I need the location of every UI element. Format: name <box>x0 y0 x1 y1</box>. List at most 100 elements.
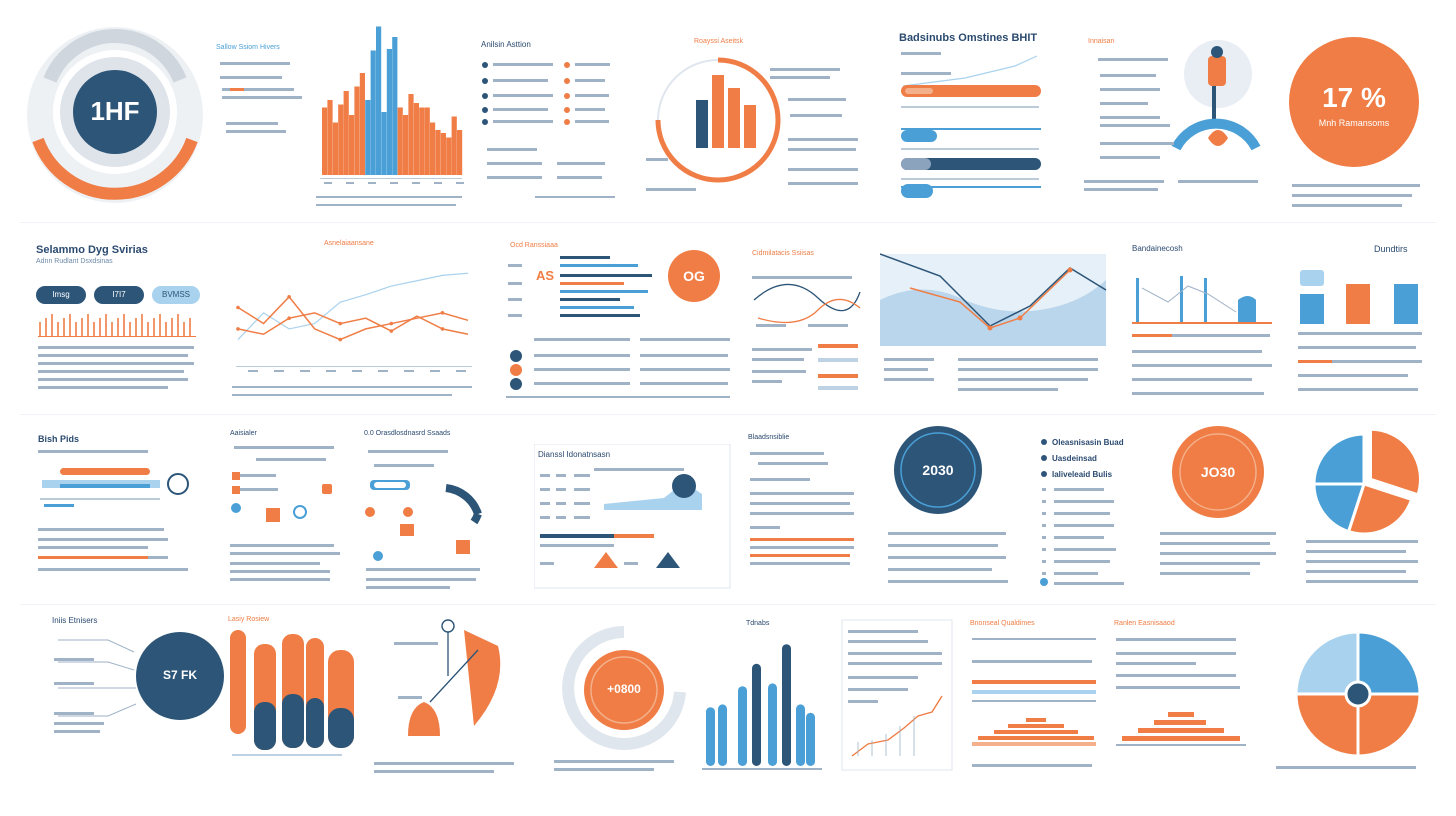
pie-panel <box>1302 414 1428 604</box>
data-point <box>287 316 291 320</box>
caption-line <box>316 196 462 198</box>
line-chart-panel: Asnelaiaansane <box>228 236 480 408</box>
bar <box>343 91 349 175</box>
text-list-panel: Sallow Ssiom Hivers <box>212 30 312 210</box>
tick-label <box>274 370 284 372</box>
series-line <box>237 295 469 341</box>
area-chart-panel <box>880 240 1108 408</box>
bar <box>408 94 414 175</box>
panel-heading: Bnonseal Qualdimes <box>970 620 1035 627</box>
pie-center <box>1344 680 1372 708</box>
quadrant-pie-panel <box>1270 606 1430 778</box>
badge-label: JO30 <box>1200 464 1236 480</box>
bar <box>435 130 441 175</box>
pie-slice <box>1294 630 1360 696</box>
tick-label <box>434 182 442 184</box>
caption-line <box>232 386 472 388</box>
panel-heading: Anilsin Asttion <box>481 40 531 49</box>
thin-bars-panel: Bandainecosh <box>1128 238 1276 408</box>
percentage-panel: 17 % Mnh Ramansoms <box>1282 32 1432 214</box>
gauge-panel: 0.0 Orasdlosdnasrd Ssaads <box>360 428 500 604</box>
tick-label <box>352 370 362 372</box>
pill: Imsg <box>36 286 86 304</box>
bar <box>338 104 344 175</box>
badge-label: S7 FK <box>162 668 197 682</box>
bar <box>359 73 365 175</box>
data-point <box>389 321 394 326</box>
tick-label <box>300 370 310 372</box>
panel-heading: Aaisialer <box>230 430 257 437</box>
bar <box>397 107 403 175</box>
bar <box>738 686 747 766</box>
axis-line <box>320 178 462 179</box>
curve-panel: Cidmilatacis Ssiisas <box>748 240 868 408</box>
tick-label <box>404 370 414 372</box>
table-panel: Dianssl Idonatnsasn <box>534 444 732 590</box>
panel-heading: Badsinubs Omstines BHIT <box>899 32 1038 44</box>
data-point <box>236 305 240 310</box>
caption-line <box>1306 570 1406 573</box>
progress-panel: Bish Pids <box>30 428 198 604</box>
tick-label <box>248 370 258 372</box>
panel-heading: 0.0 Orasdlosdnasrd Ssaads <box>364 430 451 437</box>
bar <box>451 116 457 175</box>
bar-chart-panel <box>312 20 472 215</box>
tick-label <box>412 182 420 184</box>
bar <box>706 707 715 766</box>
pie-slice <box>1312 482 1367 534</box>
pie-slice <box>1356 692 1422 758</box>
text-blocks-panel: Blaadsnsiblie <box>744 430 858 600</box>
bar <box>386 49 392 175</box>
panel-heading: Lasiy Rosiew <box>228 616 270 623</box>
panel-heading: Iniis Etnisers <box>52 616 98 625</box>
pills-panel: Selammo Dyg Svirias Adnn Rudlant Dsxdsin… <box>28 236 208 408</box>
panel-heading: Dianssl Idonatnsasn <box>538 450 611 459</box>
capsule-bars-panel: Lasiy Rosiew <box>226 614 358 776</box>
bar <box>806 712 815 766</box>
bar-chart <box>702 644 822 770</box>
bar <box>430 122 436 175</box>
panel-heading: Tdnabs <box>746 620 770 627</box>
caption-line <box>1306 540 1418 543</box>
bar <box>413 103 419 175</box>
badge-label: 2030 <box>922 462 954 478</box>
pill: BVMSS <box>152 286 200 304</box>
pie-slice <box>1356 630 1422 696</box>
pill: I7I7 <box>94 286 144 304</box>
panel-heading: Dundtirs <box>1374 244 1408 254</box>
line-graph-panel <box>838 616 956 778</box>
bar <box>354 86 360 175</box>
data-point <box>440 327 445 331</box>
bar <box>403 115 409 175</box>
caption-line <box>1306 580 1418 583</box>
bar-chart <box>316 26 464 206</box>
list-item: Oleasnisasin Buad <box>1052 438 1124 447</box>
percentage-caption: Mnh Ramansoms <box>1318 118 1390 128</box>
data-point <box>338 337 343 342</box>
icons-list-panel: Aaisialer <box>226 428 344 604</box>
bar <box>796 704 805 766</box>
badge-label: OG <box>683 268 705 284</box>
caption-line <box>1276 766 1416 769</box>
panel-heading: Blaadsnsiblie <box>748 434 790 441</box>
row-divider <box>20 414 1436 415</box>
text-lines <box>220 62 302 133</box>
bar <box>376 26 382 175</box>
bar <box>327 100 333 175</box>
bar <box>457 130 463 175</box>
panel-subheading: Adnn Rudlant Dsxdsinas <box>36 258 113 265</box>
panel-heading: Asnelaiaansane <box>324 240 374 247</box>
tick-label <box>456 370 466 372</box>
caption-line <box>1306 560 1418 563</box>
panel-heading: Bandainecosh <box>1132 244 1183 253</box>
dark-circle-panel: 2030 <box>884 424 1010 604</box>
row-divider <box>20 222 1436 223</box>
bar <box>424 107 430 175</box>
data-point <box>389 329 394 333</box>
bar <box>440 133 446 175</box>
row-code: AS <box>536 268 555 283</box>
panel-heading: Selammo Dyg Svirias <box>36 244 148 256</box>
panel-heading: Roayssi Aseitsk <box>694 38 744 45</box>
caption-line <box>232 394 452 396</box>
